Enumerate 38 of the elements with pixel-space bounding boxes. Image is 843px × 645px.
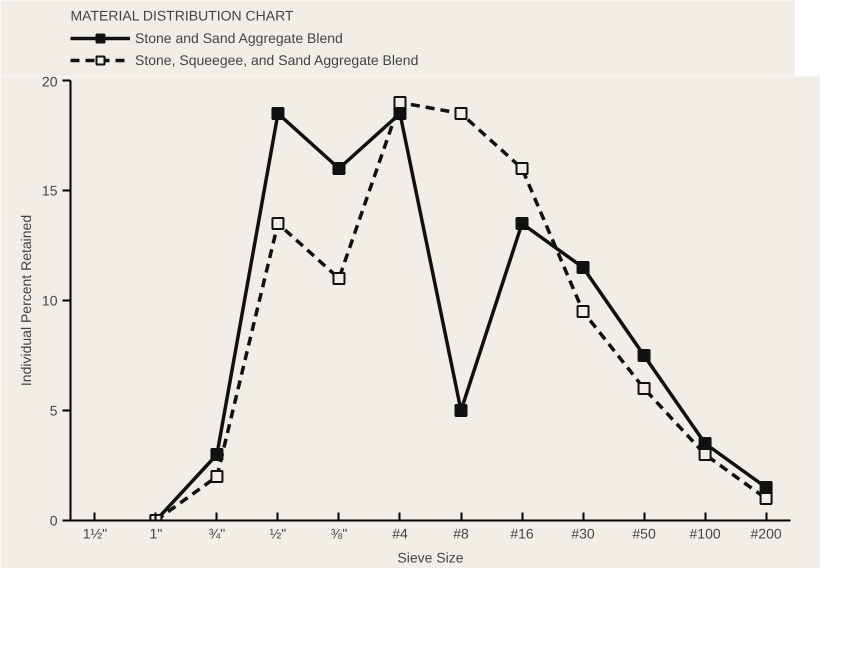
y-tick-label: 15 xyxy=(42,182,58,198)
x-tick-label: #16 xyxy=(510,526,534,542)
point xyxy=(760,492,773,505)
x-tick-label: ¾" xyxy=(208,526,226,542)
y-tick-label: 20 xyxy=(42,74,58,90)
point xyxy=(576,261,590,274)
point xyxy=(393,96,406,109)
y-tick-label: 0 xyxy=(50,512,58,528)
point xyxy=(516,217,529,230)
x-tick-label: #4 xyxy=(392,526,408,542)
point xyxy=(271,217,284,230)
legend-label: Stone, Squeegee, and Sand Aggregate Blend xyxy=(135,52,418,68)
point xyxy=(210,470,224,483)
chart-title: MATERIAL DISTRIBUTION CHART xyxy=(70,8,294,24)
point xyxy=(332,162,346,175)
x-axis-title: Sieve Size xyxy=(397,550,464,566)
x-tick-label: ⅜" xyxy=(330,526,348,542)
x-tick-label: #100 xyxy=(690,526,721,542)
y-tick-label: 10 xyxy=(42,292,58,308)
point xyxy=(576,305,590,318)
y-tick-label: 5 xyxy=(50,402,58,418)
x-tick-label: 1½" xyxy=(82,526,108,542)
legend-label: Stone and Sand Aggregate Blend xyxy=(135,30,343,46)
point xyxy=(271,107,284,120)
point xyxy=(698,448,712,461)
y-axis-title: Individual Percent Retained xyxy=(18,214,34,386)
x-tick-label: 1" xyxy=(150,526,162,542)
point xyxy=(454,404,468,417)
x-tick-label: #200 xyxy=(750,526,782,542)
point xyxy=(516,162,529,175)
x-tick-label: #8 xyxy=(453,526,470,542)
x-tick-label: #50 xyxy=(632,526,656,542)
point xyxy=(638,382,651,395)
x-tick-label: #30 xyxy=(571,526,595,542)
x-tick-label: ½" xyxy=(270,526,286,542)
point xyxy=(454,107,468,120)
point xyxy=(638,349,651,362)
point xyxy=(332,272,346,285)
